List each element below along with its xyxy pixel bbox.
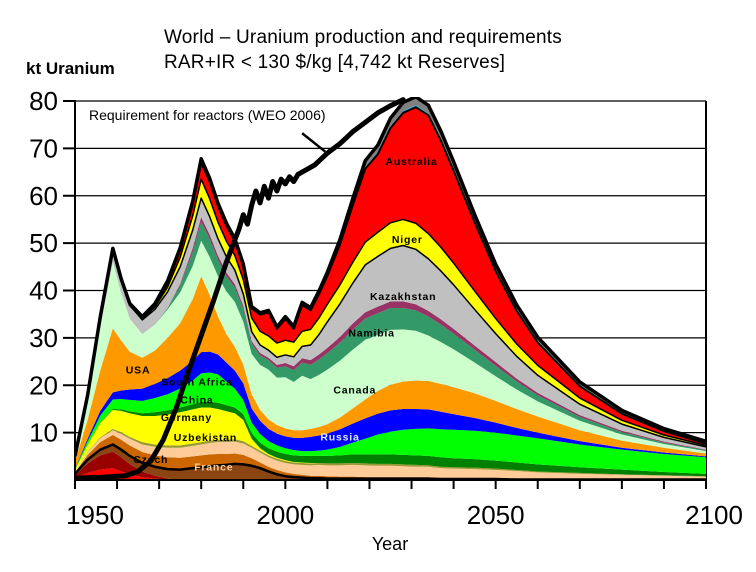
y-tick-label-10: 10 (29, 418, 58, 448)
outline-kazakhstan (75, 197, 706, 457)
area-unlabeled-red (75, 468, 706, 480)
series-label-germany: Germany (161, 412, 212, 424)
requirement-line (75, 97, 406, 480)
stacked-areas (75, 97, 706, 480)
chart-title-line2: RAR+IR < 130 $/kg [4,742 kt Reserves] (164, 52, 506, 73)
series-label-namibia: Namibia (348, 327, 394, 339)
y-axis-unit-label: kt Uranium (26, 59, 115, 78)
series-label-canada: Canada (333, 384, 376, 396)
area-china (75, 401, 706, 477)
area-niger (75, 179, 706, 457)
series-label-china: China (180, 394, 213, 406)
x-tick-label-2000: 2000 (256, 500, 314, 530)
series-label-australia: Australia (385, 156, 437, 168)
series-label-south-africa: South Africa (161, 376, 233, 388)
y-tick-label-50: 50 (29, 228, 58, 258)
x-axis-title: Year (371, 534, 409, 554)
x-tick-label-1950: 1950 (66, 500, 124, 530)
area-france (75, 444, 706, 480)
area-australia (75, 107, 706, 457)
y-tick-label-80: 80 (29, 86, 58, 116)
area-kazakhstan (75, 198, 706, 458)
y-tick-label-20: 20 (29, 370, 58, 400)
y-tick-label-60: 60 (29, 181, 58, 211)
area-canada (75, 240, 706, 462)
series-label-uzbekistan: Uzbekistan (174, 432, 237, 444)
area-south-africa (75, 372, 706, 474)
outline-niger (75, 178, 706, 457)
x-tick-label-2100: 2100 (685, 500, 743, 530)
y-tick-label-40: 40 (29, 276, 58, 306)
outline-total-production (75, 97, 706, 457)
x-tick-label-2050: 2050 (467, 500, 525, 530)
area-germany (75, 407, 706, 477)
chart-title-line1: World – Uranium production and requireme… (164, 27, 562, 48)
requirement-line-label: Requirement for reactors (WEO 2006) (89, 107, 326, 123)
series-label-czech: Czech (133, 454, 168, 466)
area-uzbekistan (75, 430, 706, 480)
requirement-label-leader-line (301, 132, 327, 153)
series-label-france: France (194, 462, 233, 474)
area-czech (75, 434, 706, 480)
y-tick-label-30: 30 (29, 323, 58, 353)
series-label-kazakhstan: Kazakhstan (370, 291, 436, 303)
area-usa (75, 276, 706, 469)
series-label-usa: USA (126, 364, 151, 376)
series-label-niger: Niger (392, 234, 423, 246)
series-label-russia: Russia (320, 432, 359, 444)
y-tick-label-70: 70 (29, 133, 58, 163)
area-unlabeled-olive (75, 428, 706, 477)
